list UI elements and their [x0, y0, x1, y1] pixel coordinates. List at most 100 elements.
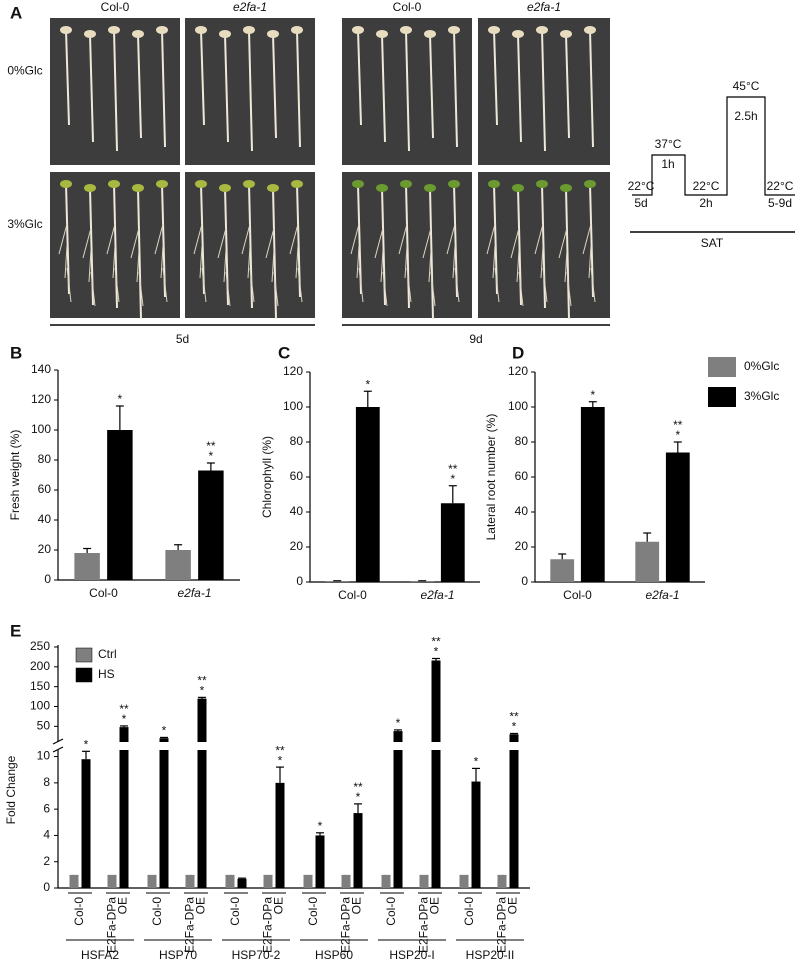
y-tick-label: 100	[30, 699, 50, 713]
bar	[410, 581, 435, 582]
legend-label: 0%Glc	[744, 359, 779, 373]
significance: **	[119, 702, 129, 716]
x-tick-label: Col-0	[338, 588, 367, 602]
lateral-root	[540, 245, 544, 279]
column-label: e2fa-1	[233, 0, 267, 14]
significance: **	[431, 635, 441, 649]
genotype-label: E2Fa-DPa	[105, 897, 119, 953]
cotyledon	[267, 30, 279, 38]
cotyledon	[512, 184, 524, 192]
cotyledon	[84, 30, 96, 38]
y-tick-label: 60	[515, 469, 529, 483]
step-duration: 2.5h	[734, 109, 757, 123]
significance: *	[474, 755, 479, 769]
genotype-label: OE	[116, 897, 130, 914]
cotyledon	[291, 26, 303, 34]
seedling	[137, 33, 142, 139]
genotype-label: Col-0	[306, 897, 320, 926]
lateral-root	[494, 267, 500, 303]
seedling	[493, 29, 498, 126]
seedling	[429, 33, 434, 139]
y-tick-label: 120	[283, 364, 303, 378]
y-tick-label: 2	[43, 854, 50, 868]
legend-swatch	[75, 667, 93, 683]
seedling	[113, 29, 118, 152]
cotyledon	[400, 180, 412, 188]
lateral-root	[356, 245, 360, 279]
bar	[419, 874, 429, 888]
seedling	[272, 187, 277, 320]
significance: *	[318, 819, 323, 833]
y-axis-label: Fold Change	[4, 755, 18, 824]
significance: *	[434, 645, 439, 659]
bar	[459, 874, 469, 888]
column-label: e2fa-1	[527, 0, 561, 14]
lateral-root	[406, 267, 412, 303]
row-label: 0%Glc	[7, 64, 42, 78]
bar	[315, 835, 325, 888]
lateral-root	[492, 245, 496, 279]
bar	[263, 874, 273, 888]
y-tick-label: 40	[38, 512, 52, 526]
cotyledon	[291, 180, 303, 188]
lateral-root	[534, 223, 544, 255]
y-tick-label: 40	[515, 504, 529, 518]
significance: *	[209, 449, 214, 463]
legend-swatch	[708, 387, 736, 407]
y-tick-label: 80	[515, 434, 529, 448]
legend-label: 3%Glc	[744, 389, 779, 403]
bar	[119, 750, 129, 888]
bar	[119, 727, 129, 742]
bar	[550, 559, 575, 582]
y-tick-label: 0	[43, 880, 50, 894]
lateral-root	[136, 249, 140, 283]
lateral-root	[404, 245, 408, 279]
bar	[81, 759, 91, 888]
cotyledon	[84, 184, 96, 192]
bar	[147, 874, 157, 888]
cotyledon	[488, 180, 500, 188]
seedling	[517, 33, 522, 143]
seedling	[453, 29, 458, 148]
legend-swatch	[708, 357, 736, 377]
lateral-root	[90, 271, 96, 307]
significance: *	[162, 724, 167, 738]
genotype-label: E2Fa-DPa	[183, 897, 197, 953]
y-tick-label: 200	[30, 659, 50, 673]
cotyledon	[132, 30, 144, 38]
seedling	[565, 187, 570, 320]
cotyledon	[267, 184, 279, 192]
y-tick-label: 20	[38, 542, 52, 556]
lateral-root	[558, 227, 568, 259]
cotyledon	[376, 184, 388, 192]
cotyledon	[195, 26, 207, 34]
lateral-root	[64, 245, 68, 279]
significance: *	[278, 753, 283, 767]
step-duration: 5d	[634, 196, 647, 210]
seedling	[272, 33, 277, 139]
bar	[509, 734, 519, 742]
lateral-root	[486, 223, 496, 255]
lateral-root	[223, 249, 227, 283]
genotype-label: E2Fa-DPa	[261, 897, 275, 953]
significance: *	[512, 720, 517, 734]
lateral-root	[564, 249, 568, 283]
bar	[74, 553, 100, 580]
significance: **	[353, 780, 363, 794]
y-axis-label: Chlorophyll (%)	[260, 436, 274, 518]
group-label: HSFA2	[81, 948, 119, 962]
lateral-root	[582, 223, 592, 255]
bar	[355, 407, 380, 582]
y-tick-label: 250	[30, 639, 50, 653]
significance: **	[206, 439, 216, 453]
legend-label: HS	[98, 667, 115, 681]
genotype-label: E2Fa-DPa	[339, 897, 353, 953]
genotype-label: Col-0	[150, 897, 164, 926]
lateral-root	[271, 249, 275, 283]
y-tick-label: 120	[508, 364, 528, 378]
bar	[665, 452, 690, 582]
bar	[393, 731, 403, 742]
significance: **	[673, 418, 683, 432]
significance: *	[365, 377, 370, 391]
